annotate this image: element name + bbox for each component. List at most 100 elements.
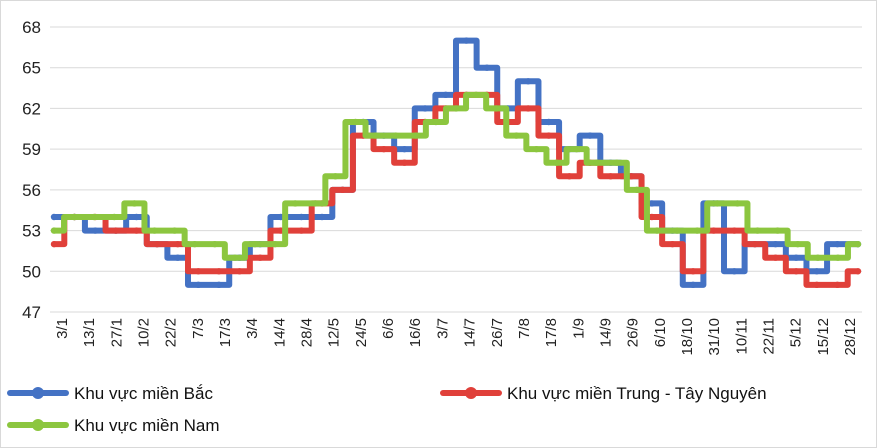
x-tick-label: 14/4 (271, 318, 288, 347)
data-point (292, 200, 299, 207)
x-tick-label: 15/12 (815, 318, 832, 356)
legend-label: Khu vực miền Bắc (74, 384, 213, 403)
data-point (50, 213, 58, 221)
data-point (689, 268, 697, 275)
data-point (211, 240, 218, 248)
data-point (607, 173, 614, 180)
data-point (633, 186, 641, 194)
x-tick-label: 18/10 (679, 318, 696, 356)
data-point (524, 78, 532, 85)
data-point (545, 132, 552, 139)
data-point (153, 240, 161, 248)
data-point (171, 227, 178, 234)
data-point (772, 240, 779, 248)
x-tick-label: 28/4 (299, 318, 316, 347)
x-tick-label: 31/10 (706, 318, 723, 356)
legend-swatch-marker (32, 387, 44, 399)
data-point (256, 254, 264, 261)
data-point (794, 240, 801, 248)
data-point (648, 213, 656, 221)
data-point (513, 132, 520, 139)
data-point (792, 268, 800, 275)
data-point (751, 240, 759, 248)
x-tick-label: 10/11 (733, 318, 750, 354)
data-point (774, 227, 781, 234)
data-point (452, 105, 460, 112)
x-tick-label: 6/6 (380, 318, 397, 339)
x-tick-label: 26/9 (625, 318, 642, 347)
data-point (133, 213, 140, 221)
data-point (694, 227, 701, 234)
data-point (792, 254, 800, 261)
x-tick-label: 16/6 (407, 318, 424, 347)
data-point (731, 227, 738, 234)
data-point (251, 240, 259, 248)
data-point (174, 254, 181, 261)
data-point (734, 200, 741, 207)
legend-label: Khu vực miền Nam (74, 416, 220, 435)
data-point (92, 227, 99, 234)
data-point (298, 227, 305, 234)
data-point (271, 240, 279, 248)
data-point (380, 145, 388, 153)
data-point (215, 281, 223, 289)
data-point (133, 227, 140, 234)
data-point (412, 132, 419, 139)
data-point (421, 105, 429, 112)
data-point (401, 145, 408, 153)
data-point (112, 227, 120, 234)
x-tick-label: 22/2 (163, 318, 180, 347)
x-tick-label: 26/7 (489, 318, 506, 347)
data-point (195, 281, 202, 289)
data-point (648, 200, 656, 207)
data-point (131, 200, 138, 207)
y-tick-label: 50 (22, 262, 41, 281)
data-point (91, 213, 98, 221)
data-point (231, 254, 239, 261)
x-tick-label: 27/1 (108, 318, 125, 347)
data-point (312, 200, 319, 207)
data-point (70, 213, 78, 221)
y-tick-label: 68 (22, 18, 41, 37)
data-point (854, 240, 862, 248)
data-point (236, 268, 243, 275)
x-tick-label: 5/12 (788, 318, 805, 347)
legend-swatch-marker (32, 419, 44, 431)
x-tick-label: 22/11 (760, 318, 777, 354)
data-point (714, 200, 721, 207)
y-tick-label: 62 (22, 99, 41, 118)
x-tick-label: 7/3 (190, 318, 207, 339)
data-point (352, 118, 359, 126)
y-tick-label: 53 (22, 222, 41, 241)
data-point (195, 268, 202, 275)
x-tick-label: 13/1 (81, 318, 98, 347)
x-tick-label: 3/1 (54, 318, 71, 339)
data-point (586, 132, 594, 139)
x-tick-label: 17/3 (217, 318, 234, 347)
data-point (50, 240, 58, 248)
x-tick-label: 6/10 (652, 318, 669, 347)
y-tick-label: 59 (22, 140, 41, 159)
data-point (401, 159, 408, 166)
x-tick-label: 28/12 (842, 318, 859, 356)
data-point (689, 281, 697, 289)
data-point (566, 173, 573, 180)
data-point (151, 227, 158, 234)
data-point (298, 213, 305, 221)
data-point (813, 281, 820, 289)
data-point (731, 268, 738, 275)
data-point (593, 159, 600, 166)
data-point (573, 145, 580, 153)
data-point (372, 132, 379, 139)
data-point (754, 227, 761, 234)
data-point (463, 37, 470, 44)
data-point (669, 240, 676, 248)
data-point (215, 268, 223, 275)
x-tick-label: 1/9 (570, 318, 587, 339)
data-point (339, 186, 346, 194)
data-point (834, 240, 841, 248)
y-tick-label: 47 (22, 303, 41, 322)
x-tick-label: 14/9 (597, 318, 614, 347)
data-point (191, 240, 198, 248)
